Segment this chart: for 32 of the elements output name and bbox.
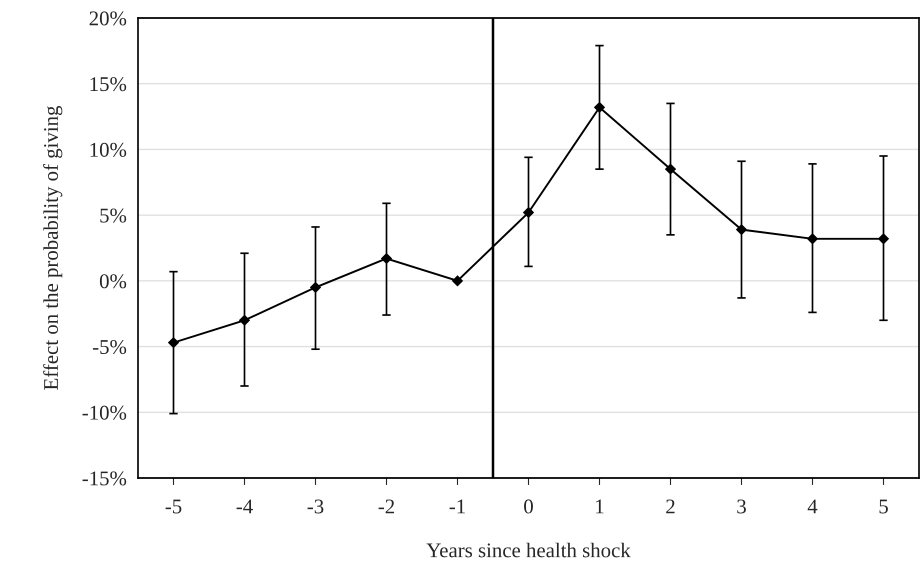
x-tick-label: 3 — [737, 499, 746, 514]
point — [310, 282, 321, 293]
x-tick-label: 0 — [524, 499, 533, 514]
x-tick-label: 2 — [666, 499, 675, 514]
y-tick-label: 0% — [100, 274, 126, 288]
point — [594, 102, 605, 113]
point — [807, 233, 818, 244]
x-tick-label: 4 — [808, 500, 818, 514]
y-tick-label: 20% — [90, 11, 126, 26]
x-tick-label: -5 — [166, 500, 182, 514]
x-axis-title: Years since health shock — [426, 542, 631, 558]
point — [878, 233, 889, 244]
x-tick-label: 1 — [596, 500, 604, 514]
y-tick-label: 5% — [100, 208, 126, 223]
point — [381, 253, 392, 264]
x-tick-label: 5 — [880, 500, 888, 514]
point — [665, 164, 676, 175]
y-axis-title: Effect on the probability of giving — [43, 106, 62, 390]
point — [452, 275, 463, 286]
y-tick-label: 15% — [90, 77, 126, 92]
point — [736, 224, 747, 236]
x-tick-label: -2 — [378, 499, 394, 514]
y-tick-label: 10% — [90, 142, 126, 157]
x-tick-label: -1 — [450, 500, 465, 514]
y-tick-label: -15% — [82, 471, 126, 486]
y-tick-label: -10% — [82, 406, 126, 420]
x-tick-label: -3 — [308, 499, 324, 514]
point — [523, 207, 534, 218]
x-tick-label: -4 — [236, 500, 253, 514]
point — [168, 337, 179, 348]
point — [239, 314, 250, 326]
y-tick-label: -5% — [92, 340, 126, 354]
